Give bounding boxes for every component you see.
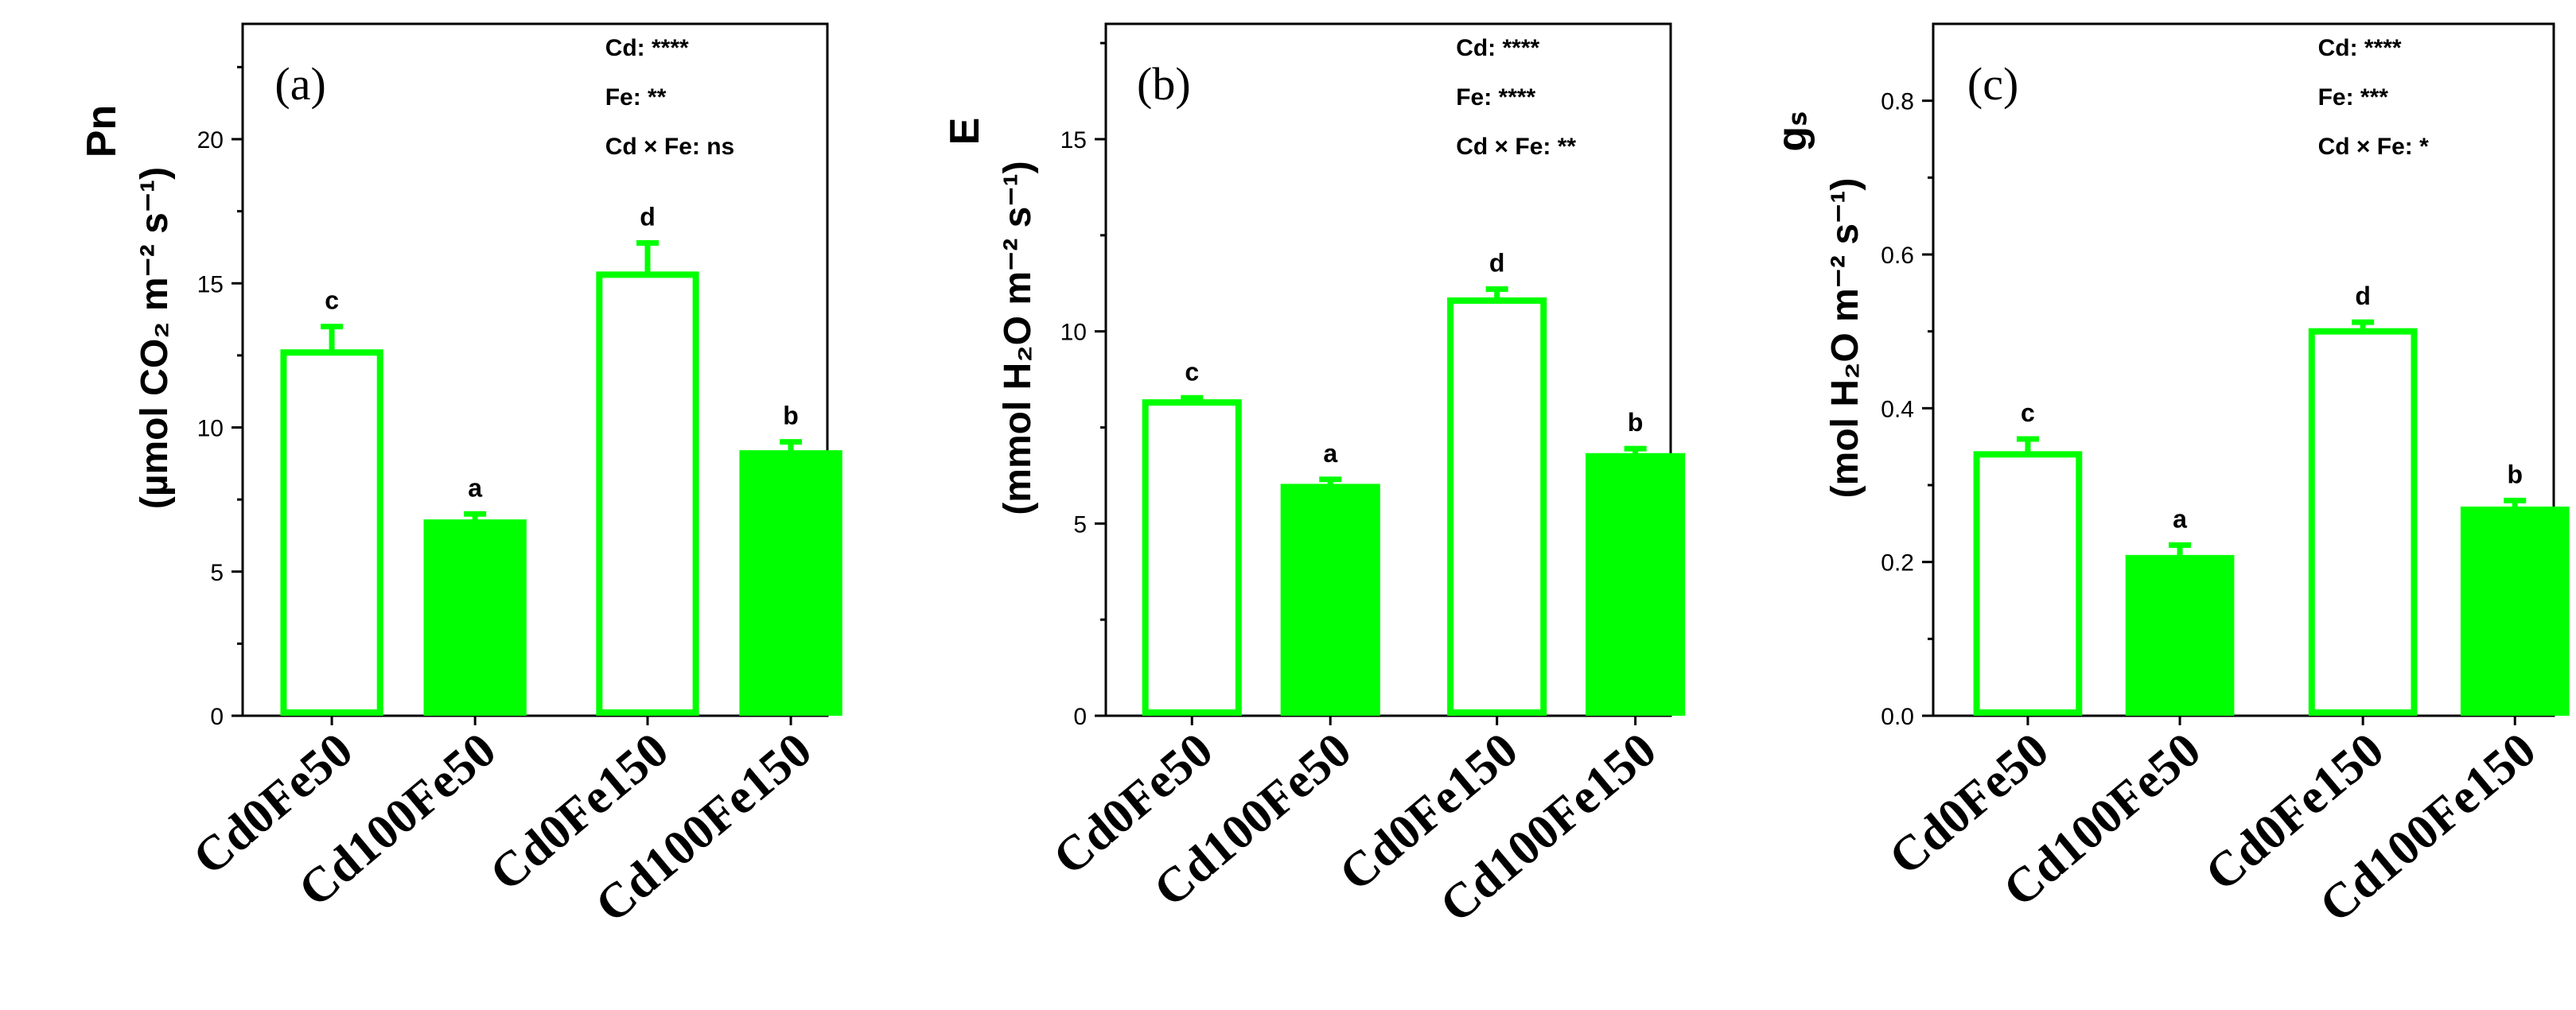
stat-line: Cd × Fe: ns [605, 134, 735, 160]
significance-letter: b [2507, 460, 2523, 488]
stat-line: Fe: **** [1456, 84, 1535, 111]
y-axis-title: E [942, 118, 988, 146]
stat-line: Fe: ** [605, 84, 667, 111]
significance-letter: d [2355, 282, 2371, 310]
panel-label: (c) [1967, 58, 2018, 110]
y-axis-unit: (µmol CO₂ m⁻² s⁻¹) [134, 167, 176, 509]
y-axis-title: gₛ [1769, 111, 1815, 151]
y-axis-unit: (mmol H₂O m⁻² s⁻¹) [997, 161, 1039, 515]
significance-letter: d [640, 203, 656, 231]
stat-line: Cd: **** [2318, 35, 2402, 61]
stat-line: Cd × Fe: ** [1456, 134, 1576, 160]
y-tick-label: 10 [1060, 320, 1087, 346]
y-tick-label: 0.2 [1881, 550, 1914, 577]
y-tick-label: 15 [1060, 127, 1087, 153]
panel-b: 051015cCd0Fe50aCd100Fe50dCd0Fe150bCd100F… [942, 22, 1686, 933]
panel-c: 0.00.20.40.60.8cCd0Fe50aCd100Fe50dCd0Fe1… [1769, 22, 2570, 933]
y-tick-label: 20 [197, 127, 224, 153]
bar-Cd0Fe50 [1142, 399, 1242, 716]
y-tick-label: 0.6 [1881, 243, 1914, 269]
panel-label: (a) [274, 58, 325, 110]
stat-line: Fe: *** [2318, 84, 2389, 111]
bar-Cd0Fe150 [1447, 297, 1547, 716]
y-tick-label: 10 [197, 416, 224, 442]
bar-Cd100Fe150 [2460, 506, 2570, 717]
significance-letter: a [468, 473, 482, 502]
significance-letter: c [1185, 357, 1199, 386]
significance-letter: d [1489, 249, 1505, 278]
stat-line: Cd × Fe: * [2318, 134, 2430, 160]
bar-Cd0Fe150 [2308, 328, 2418, 716]
panel-a: 05101520cCd0Fe50aCd100Fe50dCd0Fe150bCd10… [79, 22, 842, 933]
y-tick-label: 15 [197, 271, 224, 297]
panel-label: (b) [1137, 58, 1191, 110]
significance-letter: b [1628, 408, 1644, 437]
significance-letter: b [783, 402, 799, 430]
stat-line: Cd: **** [605, 35, 689, 61]
bar-Cd0Fe50 [280, 349, 383, 716]
stat-line: Cd: **** [1456, 35, 1539, 61]
bar-Cd0Fe50 [1973, 451, 2083, 716]
bar-Cd100Fe150 [1586, 453, 1686, 716]
bar-Cd0Fe150 [596, 271, 699, 716]
bar-Cd100Fe50 [2125, 554, 2235, 716]
significance-letter: c [325, 286, 339, 315]
y-tick-label: 0.4 [1881, 396, 1914, 422]
bar-Cd100Fe50 [1280, 484, 1380, 717]
significance-letter: a [2173, 504, 2187, 533]
y-tick-label: 0 [1073, 704, 1087, 730]
y-tick-label: 0.8 [1881, 89, 1914, 115]
plot-frame [1104, 22, 1672, 717]
plot-frame [241, 22, 829, 717]
y-tick-label: 5 [1073, 511, 1087, 538]
plot-frame [1932, 22, 2555, 717]
y-tick-label: 5 [210, 560, 224, 586]
y-tick-label: 0.0 [1881, 704, 1914, 730]
bar-Cd100Fe150 [739, 450, 842, 716]
y-tick-label: 0 [210, 704, 224, 730]
bar-Cd100Fe50 [423, 519, 527, 716]
y-axis-title: Pn [79, 105, 125, 157]
y-axis-unit: (mol H₂O m⁻² s⁻¹) [1824, 178, 1866, 499]
significance-letter: c [2021, 398, 2035, 427]
significance-letter: a [1323, 439, 1337, 468]
